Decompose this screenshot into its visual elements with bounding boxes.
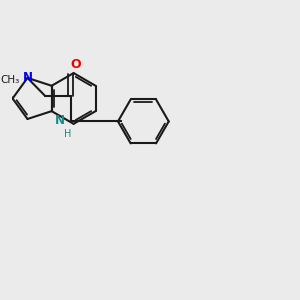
Text: CH₃: CH₃: [1, 75, 20, 85]
Text: N: N: [55, 114, 65, 127]
Text: O: O: [70, 58, 81, 71]
Text: H: H: [64, 129, 71, 140]
Text: N: N: [22, 71, 32, 84]
